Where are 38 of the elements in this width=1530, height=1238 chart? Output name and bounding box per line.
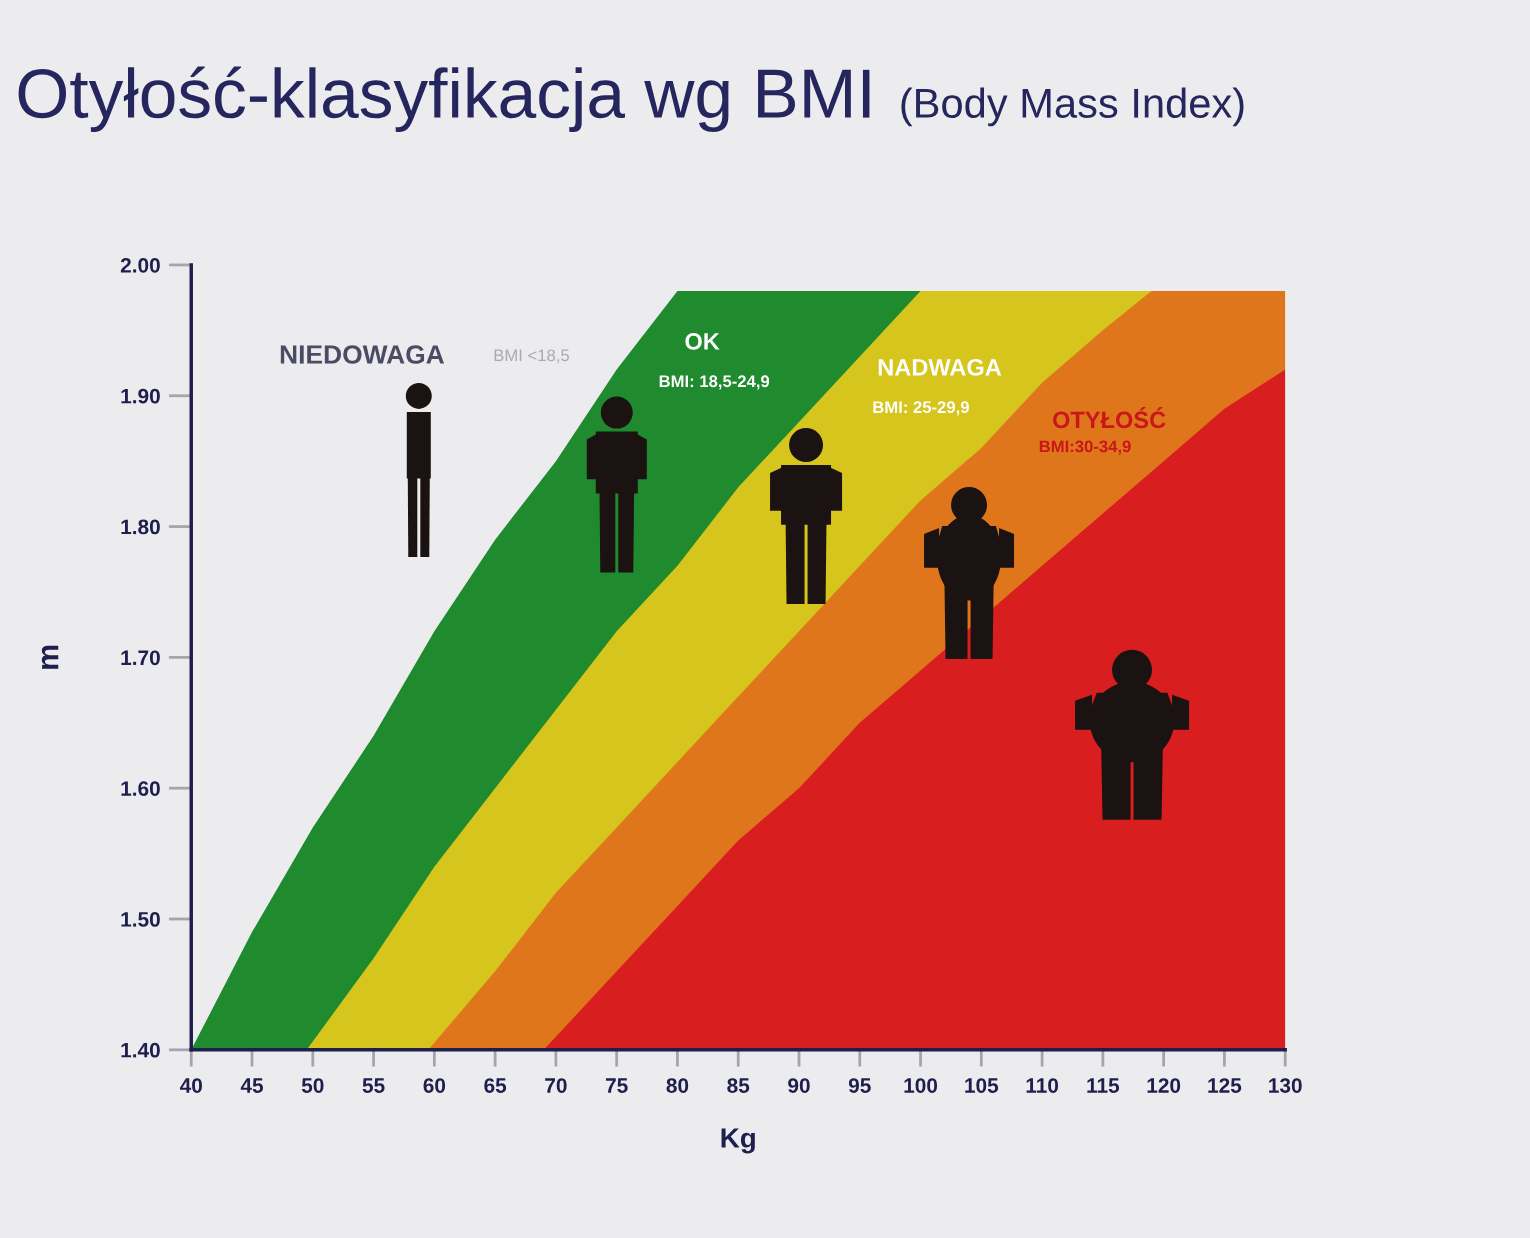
annotation: BMI <18,5 <box>494 349 569 364</box>
x-tick-label: 95 <box>848 1078 871 1093</box>
chart-subtitle: (Body Mass Index) <box>901 87 1244 127</box>
x-axis-title: Kg <box>721 1128 755 1154</box>
annotation: BMI:30-34,9 <box>1039 440 1131 455</box>
x-tick-label: 40 <box>179 1078 202 1093</box>
x-tick-label: 100 <box>904 1078 938 1093</box>
annotation: NADWAGA <box>878 358 1002 376</box>
x-tick-label: 70 <box>545 1078 567 1093</box>
x-tick-label: 120 <box>1147 1078 1181 1093</box>
x-tick-label: 115 <box>1087 1078 1120 1093</box>
x-tick-label: 75 <box>605 1078 628 1093</box>
x-tick-label: 90 <box>788 1078 810 1093</box>
x-tick-label: 130 <box>1269 1078 1302 1093</box>
x-tick-label: 45 <box>240 1078 264 1093</box>
annotation: OK <box>685 333 720 350</box>
y-tick-label: 1.40 <box>121 1042 160 1058</box>
x-tick-label: 55 <box>362 1078 385 1093</box>
x-tick-label: 50 <box>301 1078 324 1093</box>
y-tick-label: 1.80 <box>121 519 160 535</box>
chart-title: Otyłość-klasyfikacja wg BMI <box>18 66 870 133</box>
x-tick-label: 110 <box>1026 1078 1059 1093</box>
annotation: BMI: 18,5-24,9 <box>659 375 770 390</box>
x-tick-label: 80 <box>666 1078 689 1093</box>
x-tick-label: 60 <box>423 1078 446 1093</box>
y-tick-label: 2.00 <box>120 257 160 273</box>
x-tick-label: 85 <box>727 1078 750 1093</box>
x-tick-label: 125 <box>1208 1078 1242 1093</box>
y-tick-label: 1.90 <box>121 388 160 404</box>
y-tick-label: 1.60 <box>121 781 160 796</box>
annotation: NIEDOWAGA <box>280 345 445 364</box>
x-tick-label: 65 <box>484 1078 507 1093</box>
annotation: BMI: 25-29,9 <box>873 401 969 416</box>
y-axis-title: m <box>41 645 59 669</box>
annotation: OTYŁOŚĆ <box>1052 407 1166 429</box>
y-tick-label: 1.50 <box>121 912 160 927</box>
y-tick-label: 1.70 <box>121 650 160 666</box>
x-tick-label: 105 <box>965 1078 999 1093</box>
